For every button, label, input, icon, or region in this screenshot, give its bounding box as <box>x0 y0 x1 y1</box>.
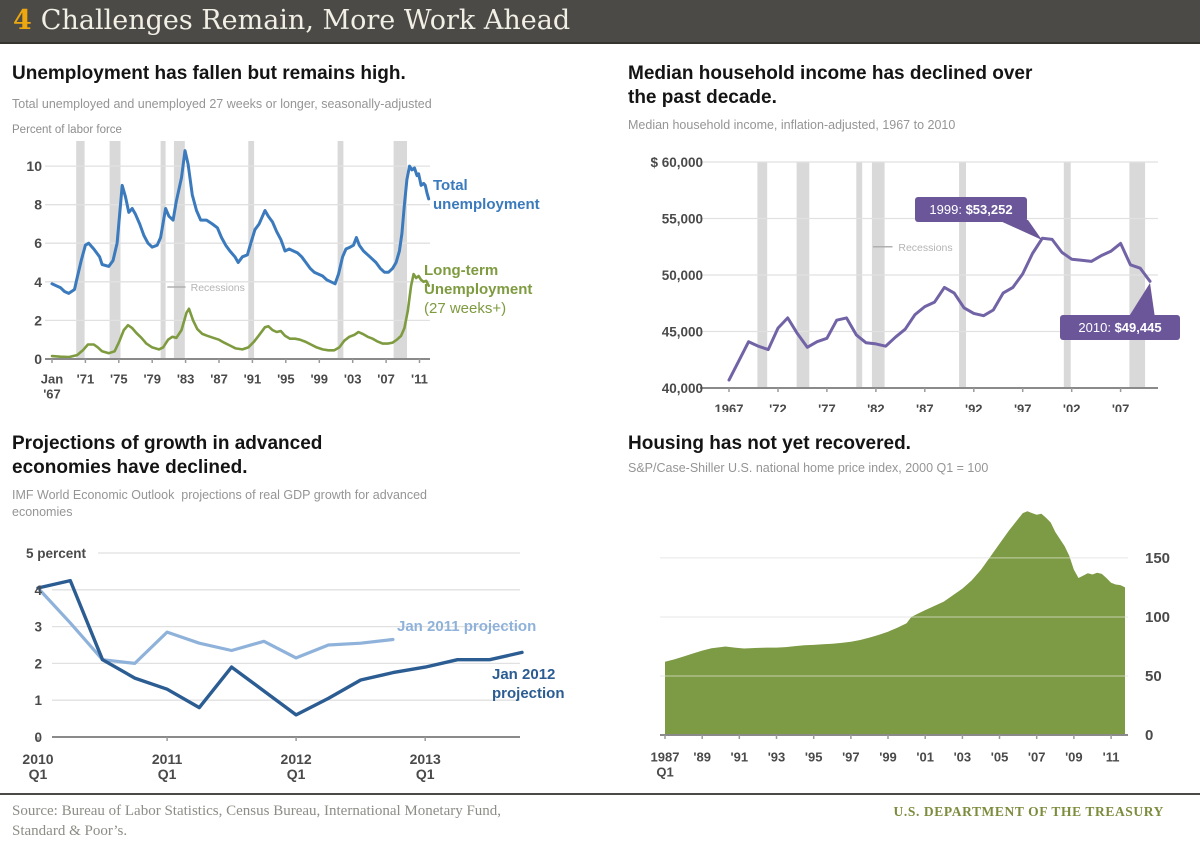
svg-text:'09: '09 <box>1065 750 1083 765</box>
treasury-wordmark: U.S. DEPARTMENT OF THE TREASURY <box>893 804 1164 819</box>
svg-text:100: 100 <box>1145 609 1170 626</box>
svg-text:0: 0 <box>34 351 42 367</box>
svg-text:'05: '05 <box>991 750 1009 765</box>
chart-title-unemployment: Unemployment has fallen but remains high… <box>12 63 406 84</box>
svg-text:'11: '11 <box>411 372 428 387</box>
svg-text:'11: '11 <box>1103 750 1120 765</box>
page-title: Challenges Remain, More Work Ahead <box>40 5 571 36</box>
svg-text:2: 2 <box>34 312 42 328</box>
series-label-jan2012: Jan 2012 projection <box>492 666 565 702</box>
svg-text:'71: '71 <box>77 372 95 387</box>
svg-text:1: 1 <box>34 693 42 708</box>
svg-text:50,000: 50,000 <box>662 268 703 283</box>
svg-text:2010: $49,445: 2010: $49,445 <box>1078 320 1161 335</box>
svg-text:5 percent: 5 percent <box>26 546 87 561</box>
svg-text:'79: '79 <box>143 372 161 387</box>
svg-text:8: 8 <box>34 197 42 213</box>
median-income-svg: 1967 '72 '77 '82 '87 '92 '97 '02 '07 40,000 45,000… <box>650 155 1180 413</box>
svg-text:'97: '97 <box>842 750 860 765</box>
svg-text:3: 3 <box>34 620 42 635</box>
svg-text:'07: '07 <box>377 372 395 387</box>
svg-text:Recessions: Recessions <box>898 242 952 254</box>
svg-text:'02: '02 <box>1063 402 1081 413</box>
housing-svg: 1987 Q1 '89 '91 '93 '95 '97 '99 '01 '03 '05 '07 '09 '… <box>651 511 1170 780</box>
svg-text:55,000: 55,000 <box>662 212 703 227</box>
gdp-projections-svg: 2010 Q1 2011 Q1 2012 Q1 2013 Q1 0 1 2 3 4 5 percent <box>22 546 524 782</box>
chart-subtitle-gdp: IMF World Economic Outlook projections o… <box>12 488 427 519</box>
header-bar: 4 Challenges Remain, More Work Ahead <box>0 0 1200 44</box>
svg-text:'87: '87 <box>210 372 228 387</box>
svg-text:'75: '75 <box>110 372 128 387</box>
y-axis-label-unemployment: Percent of labor force <box>12 124 122 136</box>
series-label-total-unemployment: Total unemployment <box>433 177 540 213</box>
svg-text:'89: '89 <box>693 750 711 765</box>
svg-text:1967: 1967 <box>715 402 744 413</box>
chart-subtitle-unemployment: Total unemployed and unemployed 27 weeks… <box>12 97 432 111</box>
gdp-plot: 2010 Q1 2011 Q1 2012 Q1 2013 Q1 0 1 2 3 4 5 percent <box>12 535 620 785</box>
svg-text:'07: '07 <box>1028 750 1046 765</box>
footer-divider <box>0 793 1200 795</box>
svg-text:Recessions: Recessions <box>191 282 245 294</box>
svg-text:40,000: 40,000 <box>662 381 703 396</box>
svg-text:'01: '01 <box>916 750 934 765</box>
svg-text:'95: '95 <box>277 372 295 387</box>
svg-text:'99: '99 <box>310 372 328 387</box>
svg-text:'91: '91 <box>731 750 749 765</box>
svg-text:0: 0 <box>34 730 42 745</box>
source-note: Source: Bureau of Labor Statistics, Cens… <box>12 803 502 839</box>
income-plot: 1967 '72 '77 '82 '87 '92 '97 '02 '07 40,000 45,000… <box>628 140 1200 412</box>
svg-text:45,000: 45,000 <box>662 325 703 340</box>
series-label-longterm-bold: Long-term Unemployment <box>424 262 533 298</box>
svg-text:'77: '77 <box>818 402 836 413</box>
svg-text:4: 4 <box>34 583 42 598</box>
svg-text:4: 4 <box>34 274 42 290</box>
unemployment-plot: Jan '67 '71 '75 '79 '83 '87 '91 '95 '99 '03 '07 '11 0… <box>12 140 612 402</box>
chart-title-gdp: Projections of growth in advanced econom… <box>12 433 323 478</box>
svg-text:'99: '99 <box>879 750 897 765</box>
svg-text:'87: '87 <box>916 402 934 413</box>
svg-text:150: 150 <box>1145 550 1170 567</box>
svg-text:Jan'67: Jan '67 <box>41 372 63 402</box>
chart-subtitle-income: Median household income, inflation-adjus… <box>628 118 956 132</box>
chart-subtitle-housing: S&P/Case-Shiller U.S. national home pric… <box>628 461 989 475</box>
series-label-jan2011: Jan 2011 projection <box>397 618 537 635</box>
svg-text:'03: '03 <box>954 750 972 765</box>
svg-text:6: 6 <box>34 235 42 251</box>
svg-text:'91: '91 <box>244 372 262 387</box>
svg-text:'07: '07 <box>1112 402 1130 413</box>
svg-text:'03: '03 <box>344 372 362 387</box>
svg-text:10: 10 <box>26 158 42 174</box>
svg-text:'72: '72 <box>769 402 787 413</box>
series-label-longterm-note: (27 weeks+) <box>424 300 507 317</box>
svg-text:'83: '83 <box>177 372 195 387</box>
svg-text:2: 2 <box>34 656 42 671</box>
svg-text:'95: '95 <box>805 750 823 765</box>
svg-text:50: 50 <box>1145 668 1162 685</box>
header-title-row: 4 Challenges Remain, More Work Ahead <box>0 0 1200 42</box>
unemployment-svg: Jan '67 '71 '75 '79 '83 '87 '91 '95 '99 '03 '07 '11 0… <box>26 141 431 402</box>
svg-text:'92: '92 <box>965 402 983 413</box>
chart-title-housing: Housing has not yet recovered. <box>628 433 911 454</box>
svg-text:1999: $53,252: 1999: $53,252 <box>929 202 1012 217</box>
svg-text:0: 0 <box>1145 727 1153 744</box>
chart-title-income: Median household income has declined ove… <box>628 63 1033 108</box>
series-label-longterm: Long-term Unemployment (27 weeks+) <box>424 261 549 318</box>
svg-text:$ 60,000: $ 60,000 <box>650 155 703 170</box>
svg-text:'97: '97 <box>1014 402 1032 413</box>
svg-text:'93: '93 <box>768 750 786 765</box>
housing-plot: 1987 Q1 '89 '91 '93 '95 '97 '99 '01 '03 '05 '07 '09 '… <box>628 490 1200 790</box>
slide-number: 4 <box>13 5 32 36</box>
svg-text:'82: '82 <box>867 402 885 413</box>
